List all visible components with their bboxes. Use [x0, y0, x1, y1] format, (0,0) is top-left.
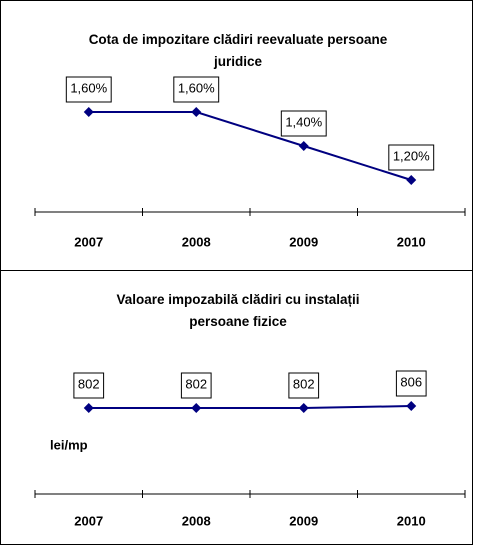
marker: [191, 403, 202, 413]
line: [88, 111, 412, 181]
data-label-box: [388, 144, 435, 171]
x-tick-label: 2007: [74, 234, 103, 249]
x-tick-label: 2008: [182, 513, 211, 528]
x-tick-label: 2009: [289, 234, 318, 249]
marker: [406, 175, 417, 185]
data-label: 1,20%: [393, 148, 430, 163]
data-label-box: [173, 76, 220, 103]
data-label: 802: [78, 376, 100, 391]
x-tick-label: 2010: [397, 513, 426, 528]
data-label: 1,60%: [70, 80, 107, 95]
x-tick-label: 2010: [397, 234, 426, 249]
data-label: 1,60%: [178, 80, 215, 95]
data-label: 1,40%: [285, 114, 322, 129]
data-label-box: [288, 372, 320, 399]
chart-title: Valoare impozabilă clădiri cu instalații…: [116, 292, 360, 329]
marker: [406, 401, 417, 411]
data-label-box: [180, 372, 212, 399]
marker: [83, 403, 94, 413]
annotation: lei/mp: [50, 437, 88, 452]
chart-title: Cota de impozitare clădiri reevaluate pe…: [88, 32, 388, 69]
data-label-box: [280, 110, 327, 137]
x-tick-label: 2008: [182, 234, 211, 249]
data-label-box: [395, 370, 427, 397]
data-label: 806: [400, 374, 422, 389]
x-tick-label: 2007: [74, 513, 103, 528]
line: [88, 405, 412, 409]
data-label-box: [65, 76, 112, 103]
data-label-box: [73, 372, 105, 399]
marker: [83, 107, 94, 117]
data-label: 802: [185, 376, 207, 391]
x-tick-label: 2009: [289, 513, 318, 528]
marker: [298, 141, 309, 151]
data-label: 802: [293, 376, 315, 391]
marker: [298, 403, 309, 413]
marker: [191, 107, 202, 117]
